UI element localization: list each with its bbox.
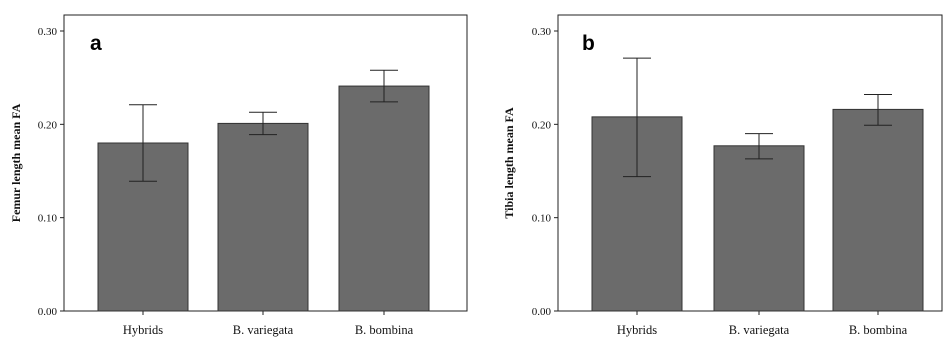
y-tick-label: 0.10 (532, 213, 552, 225)
x-tick-label: Hybrids (617, 323, 657, 337)
x-tick-label: B. variegata (233, 323, 294, 337)
x-tick-label: B. bombina (849, 323, 908, 337)
y-axis-label: Tibia length mean FA (502, 107, 516, 219)
y-tick-label: 0.10 (38, 213, 58, 225)
y-tick-label: 0.30 (38, 26, 58, 38)
x-tick-label: B. variegata (729, 323, 790, 337)
y-tick-label: 0.30 (532, 26, 552, 38)
y-tick-label: 0.20 (38, 119, 58, 131)
bar-2 (713, 145, 805, 312)
y-axis-label: Femur length mean FA (9, 103, 23, 222)
bar-3 (832, 108, 924, 312)
x-tick-label: B. bombina (355, 323, 414, 337)
panel-label: b (582, 32, 595, 55)
bar-2 (217, 122, 309, 312)
y-tick-label: 0.00 (38, 306, 58, 318)
panel-label: a (90, 32, 102, 55)
bar-3 (338, 85, 430, 312)
x-tick-label: Hybrids (123, 323, 163, 337)
y-tick-label: 0.20 (532, 119, 552, 131)
y-tick-label: 0.00 (532, 306, 552, 318)
